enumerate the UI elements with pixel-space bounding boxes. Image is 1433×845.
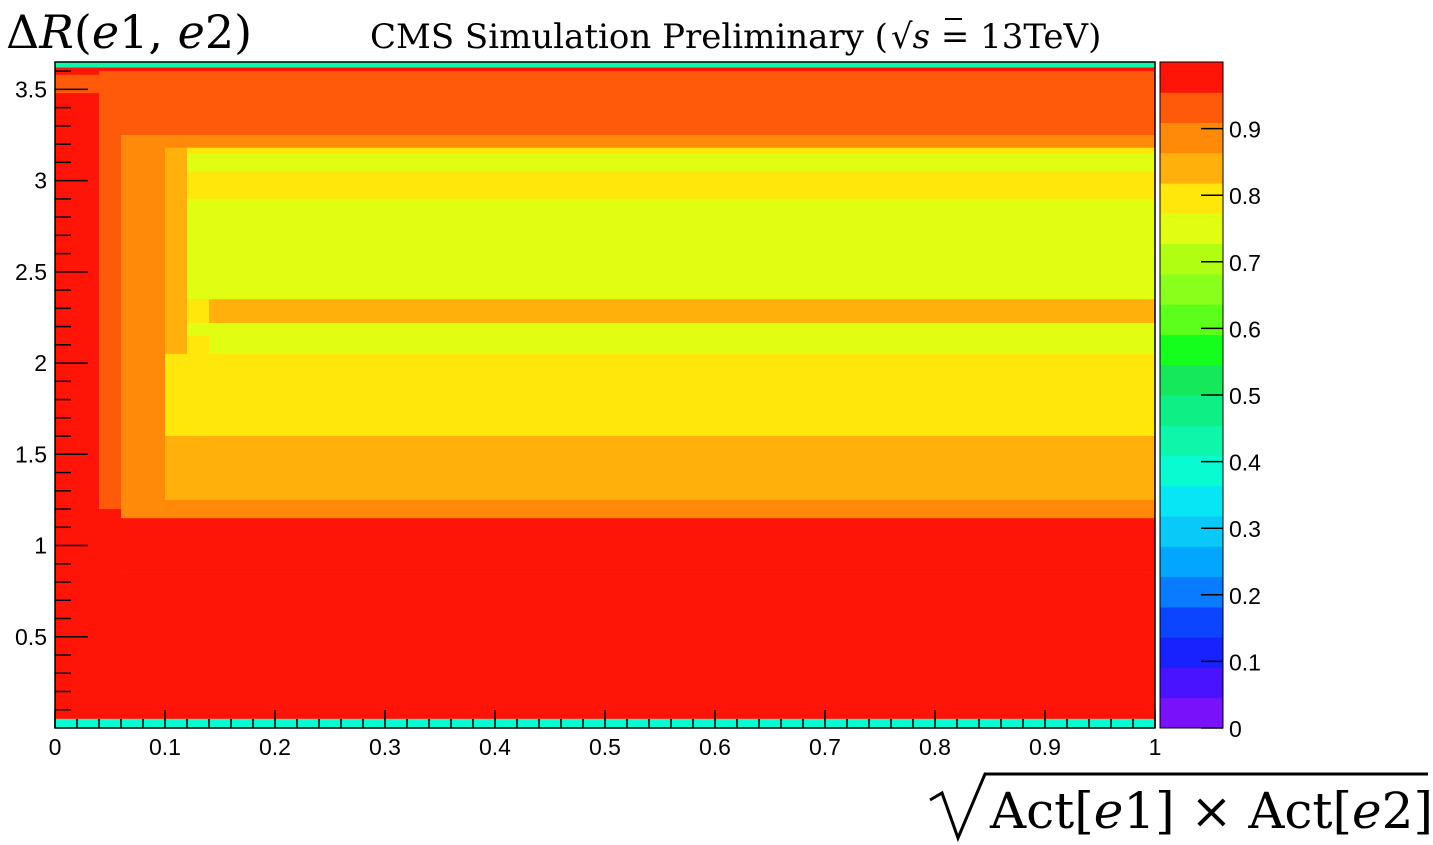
heatmap-cell-8 — [187, 322, 1155, 336]
y-label-a-idx: 1 — [119, 5, 148, 59]
x-label-times: ] × Act[ — [1155, 782, 1352, 840]
y-tick-label-1: 1 — [34, 533, 47, 559]
x-tick-label-1: 0.1 — [149, 734, 181, 760]
x-axis-ticks: 0 0.1 0.2 0.3 0.4 0.5 0.6 0.7 0.8 0.9 1 — [49, 710, 1162, 760]
heatmap-cell-11 — [209, 299, 1155, 323]
y-axis-label: ΔR(e1, e2) — [6, 5, 252, 59]
colorbar-swatch-15 — [1160, 243, 1223, 275]
colorbar-tick-label-7: 0.7 — [1229, 250, 1261, 276]
colorbar-swatch-2 — [1160, 637, 1223, 668]
y-label-open: ( — [74, 5, 92, 59]
colorbar-swatch-8 — [1160, 455, 1223, 487]
y-tick-label-3: 2 — [34, 350, 47, 376]
colorbar-tick-label-1: 0.1 — [1229, 649, 1261, 675]
heatmap-cell-9 — [209, 335, 1155, 354]
y-tick-label-0: 0.5 — [15, 624, 47, 650]
colorbar-swatch-3 — [1160, 606, 1223, 638]
colorbar-tick-label-5: 0.5 — [1229, 383, 1261, 409]
colorbar-swatch-17 — [1160, 183, 1223, 214]
colorbar-tick-label-2: 0.2 — [1229, 583, 1261, 609]
colorbar-swatch-19 — [1160, 122, 1223, 154]
colorbar-swatch-10 — [1160, 395, 1223, 426]
x-axis-label: Act[e1] × Act[e2] — [989, 782, 1433, 840]
colorbar-swatch-12 — [1160, 334, 1223, 366]
y-axis-ticks: 0.5 1 1.5 2 2.5 3 3.5 — [15, 70, 88, 711]
colorbar-tick-label-6: 0.6 — [1229, 316, 1261, 342]
y-label-b-idx: 2 — [205, 5, 234, 59]
y-label-comma: , — [148, 5, 177, 59]
colorbar-tick-label-0: 0 — [1229, 716, 1242, 742]
heatmap-cell-7 — [187, 198, 1155, 300]
colorbar-swatch-1 — [1160, 667, 1223, 699]
title-suffix: = 13TeV) — [930, 17, 1101, 57]
heatmap-cell-12 — [209, 436, 1155, 464]
x-label-part1: Act[ — [989, 782, 1094, 840]
colorbar-swatch-4 — [1160, 576, 1223, 608]
heatmap-cell-6 — [187, 153, 1155, 172]
colorbar-swatch-18 — [1160, 152, 1223, 184]
colorbar-swatch-6 — [1160, 516, 1223, 547]
colorbar-tick-label-4: 0.4 — [1229, 450, 1261, 476]
x-tick-label-7: 0.7 — [809, 734, 841, 760]
y-label-close: ) — [234, 5, 252, 59]
colorbar-swatch-0 — [1160, 697, 1223, 729]
x-tick-label-6: 0.6 — [699, 734, 731, 760]
heatmap-cell-14 — [165, 490, 1155, 500]
colorbar-swatch-16 — [1160, 213, 1223, 245]
x-tick-label-2: 0.2 — [259, 734, 291, 760]
x-label-sqrt-sign — [929, 772, 1428, 843]
colorbar-swatch-7 — [1160, 485, 1223, 517]
colorbar-tick-label-9: 0.9 — [1229, 117, 1261, 143]
heatmap-cell-10 — [165, 353, 1155, 437]
colorbar-swatch-9 — [1160, 425, 1223, 457]
y-tick-label-6: 3.5 — [15, 76, 47, 102]
colorbar-swatch-20 — [1160, 92, 1223, 124]
title-sqrt-arg: s — [913, 17, 930, 57]
x-tick-label-8: 0.8 — [919, 734, 951, 760]
x-label-e1-idx: 1 — [1123, 782, 1155, 840]
x-label-close: ] — [1413, 782, 1433, 840]
x-tick-label-9: 0.9 — [1029, 734, 1061, 760]
colorbar-swatch-14 — [1160, 273, 1223, 305]
x-tick-label-3: 0.3 — [369, 734, 401, 760]
y-label-a: e — [92, 5, 119, 59]
heatmap-cell-16 — [55, 518, 1155, 573]
y-tick-label-2: 1.5 — [15, 441, 47, 467]
colorbar-tick-label-8: 0.8 — [1229, 183, 1261, 209]
x-label-e2-idx: 2 — [1382, 782, 1414, 840]
heatmap-cell-15 — [55, 572, 1155, 719]
x-tick-label-10: 1 — [1149, 734, 1162, 760]
chart-title: CMS Simulation Preliminary (√s = 13TeV) — [370, 17, 1101, 57]
x-tick-label-0: 0 — [49, 734, 62, 760]
title-prefix: CMS Simulation Preliminary ( — [370, 17, 888, 57]
x-label-e2: e — [1352, 782, 1382, 840]
y-label-b: e — [178, 5, 205, 59]
color-scale-bar: 0 0.1 0.2 0.3 0.4 0.5 0.6 0.7 0.8 0.9 — [1159, 61, 1261, 742]
colorbar-swatch-21 — [1160, 62, 1223, 93]
x-tick-label-4: 0.4 — [479, 734, 511, 760]
colorbar-swatch-13 — [1160, 304, 1223, 335]
colorbar-swatch-5 — [1160, 546, 1223, 578]
y-tick-label-4: 2.5 — [15, 259, 47, 285]
x-tick-label-5: 0.5 — [589, 734, 621, 760]
heatmap-cells — [55, 62, 1155, 728]
heatmap-cell-17 — [55, 74, 1155, 94]
y-label-var: R — [38, 5, 74, 59]
heatmap-cell-18 — [55, 62, 1155, 68]
y-label-delta: Δ — [6, 5, 39, 59]
colorbar-swatch-11 — [1160, 364, 1223, 396]
colorbar-tick-label-3: 0.3 — [1229, 516, 1261, 542]
heatmap-cell-13 — [165, 499, 1155, 510]
x-label-e1: e — [1094, 782, 1124, 840]
y-tick-label-5: 3 — [34, 168, 47, 194]
